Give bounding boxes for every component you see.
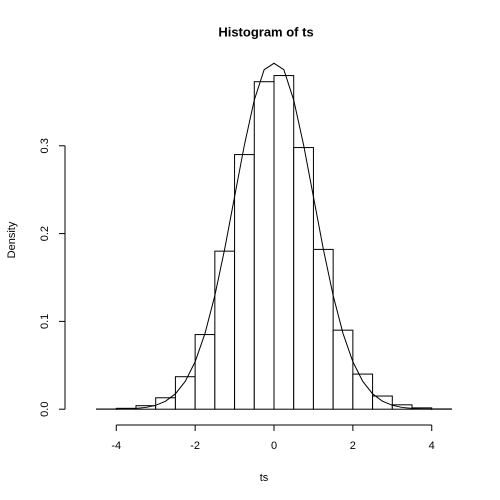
bar — [214, 250, 236, 410]
chart-title: Histogram of ts — [218, 24, 313, 39]
bar — [194, 334, 216, 410]
bar — [273, 75, 295, 410]
bar — [253, 81, 275, 410]
y-tick-label: 0.0 — [39, 402, 51, 417]
x-tick-label: -2 — [190, 440, 200, 452]
y-tick-label: 0.1 — [39, 314, 51, 329]
bar — [293, 147, 314, 410]
bar — [372, 395, 393, 410]
x-tick-label: 2 — [350, 440, 356, 452]
bar — [332, 329, 354, 410]
density-curve — [116, 62, 432, 410]
x-tick-label: 4 — [429, 440, 435, 452]
y-tick-label: 0.2 — [39, 226, 51, 241]
bar — [352, 373, 374, 410]
y-axis-label: Density — [6, 221, 18, 258]
x-tick-label: 0 — [271, 440, 277, 452]
x-tick-label: -4 — [111, 440, 121, 452]
x-axis-label: ts — [260, 472, 269, 484]
bar — [312, 248, 334, 410]
bar — [234, 154, 255, 410]
bar — [155, 397, 176, 410]
y-tick-label: 0.3 — [39, 138, 51, 153]
